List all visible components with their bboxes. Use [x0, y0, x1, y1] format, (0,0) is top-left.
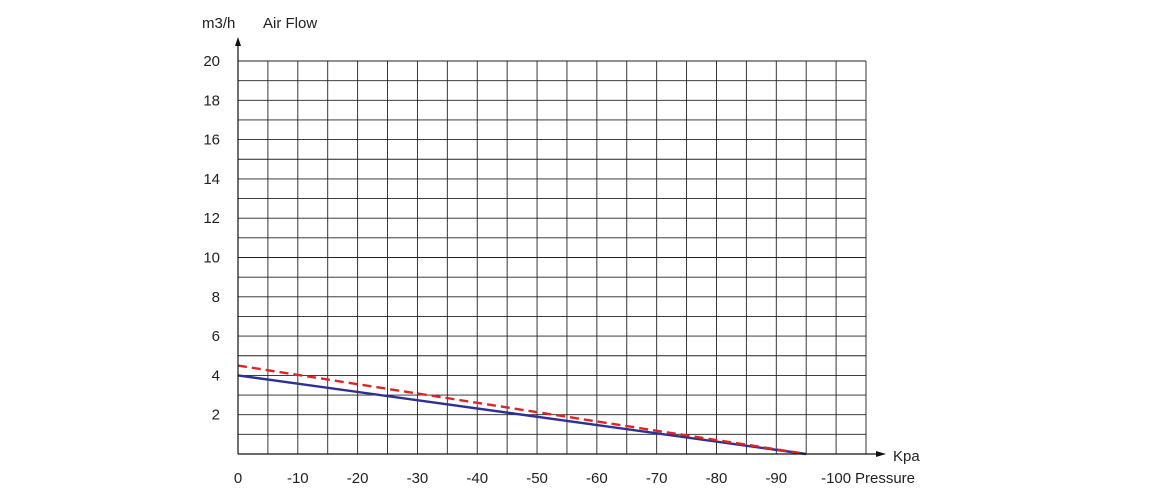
x-tick-label: -20 [347, 470, 369, 487]
x-tick-label: -100 [821, 470, 851, 487]
x-tick-label: -10 [287, 470, 309, 487]
x-tick-label: -50 [526, 470, 548, 487]
series-line-2 [237, 364, 807, 456]
series-lines [237, 364, 807, 456]
x-axis-label: Pressure [855, 470, 915, 487]
y-tick-label: 12 [203, 210, 220, 227]
y-tick-label: 4 [212, 367, 220, 384]
y-axis-label: Air Flow [263, 15, 317, 32]
y-tick-label: 20 [203, 53, 220, 70]
y-tick-label: 16 [203, 132, 220, 149]
x-tick-label: -60 [586, 470, 608, 487]
grid [237, 60, 867, 455]
y-tick-label: 18 [203, 92, 220, 109]
tick-labels: 0 -10 -20 -30 -40 -50 -60 -70 -80 -90 -100 2 4 6 8 10 12… [203, 53, 851, 487]
y-tick-label: 14 [203, 171, 220, 188]
y-axis-unit: m3/h [202, 15, 235, 32]
x-tick-label: 0 [234, 470, 242, 487]
series-line-1 [237, 374, 807, 456]
x-tick-label: -70 [646, 470, 668, 487]
y-tick-label: 8 [212, 289, 220, 306]
x-tick-label: -80 [706, 470, 728, 487]
x-axis-unit: Kpa [893, 448, 920, 465]
y-tick-label: 6 [212, 328, 220, 345]
y-axis-arrow [235, 37, 241, 46]
x-tick-label: -90 [765, 470, 787, 487]
x-tick-label: -30 [407, 470, 429, 487]
y-tick-label: 10 [203, 250, 220, 267]
x-tick-label: -40 [466, 470, 488, 487]
axes [235, 37, 886, 457]
y-tick-label: 2 [212, 407, 220, 424]
x-axis-arrow [876, 451, 886, 457]
